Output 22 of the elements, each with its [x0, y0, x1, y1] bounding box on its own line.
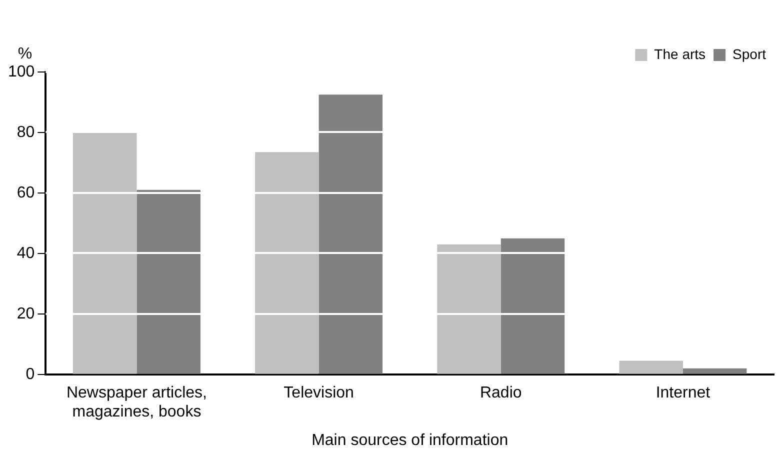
y-tick-label: 40	[16, 244, 35, 262]
bar	[73, 132, 137, 374]
x-tick-label: Radio	[480, 384, 522, 402]
bar	[136, 190, 200, 374]
legend-label: Sport	[732, 46, 766, 62]
y-axis-title: %	[18, 45, 32, 62]
y-tick-label: 60	[16, 184, 35, 202]
bar	[318, 94, 383, 374]
y-tick-label: 80	[16, 124, 35, 141]
bar	[619, 360, 683, 374]
x-tick-label: Internet	[656, 384, 711, 402]
bar	[500, 238, 565, 374]
bar	[255, 152, 319, 374]
bar	[437, 244, 501, 374]
y-tick-label: 20	[16, 305, 35, 322]
y-tick-label: 0	[26, 366, 35, 383]
y-tick-label: 100	[8, 63, 35, 80]
x-tick-label: Television	[284, 384, 354, 402]
x-axis-title: Main sources of information	[312, 432, 508, 449]
bar	[682, 368, 747, 374]
legend-label: The arts	[654, 46, 706, 62]
x-tick-label: Newspaper articles, magazines, books	[66, 384, 207, 421]
